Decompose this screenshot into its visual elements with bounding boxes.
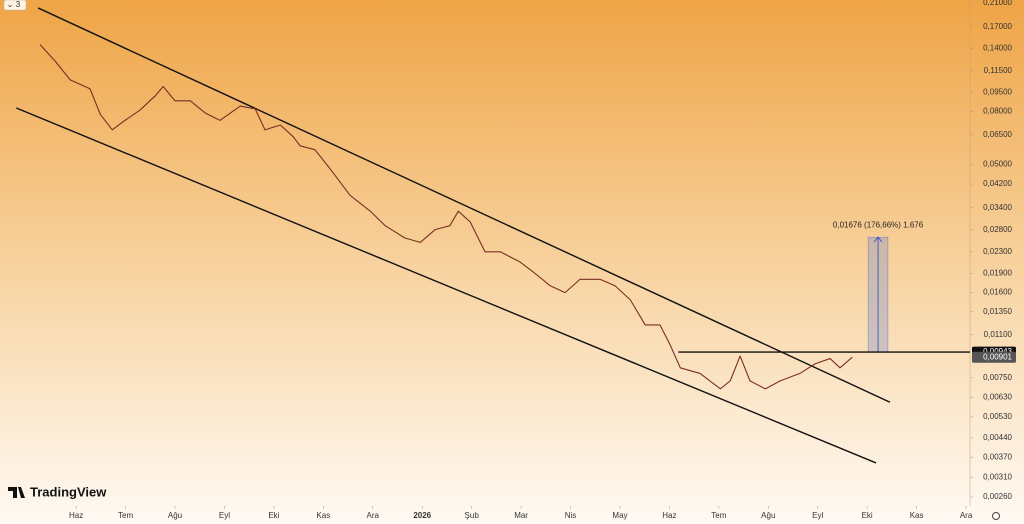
y-tick-label: 0,02800 [983,225,1012,234]
x-tick-label: Şub [465,511,480,520]
price-label: 0,00901 [983,352,1012,361]
interval-badge-text: 3 [16,0,21,9]
y-tick-label: 0,14000 [983,44,1012,53]
measure-arrow [873,236,883,353]
y-tick-label: 0,03400 [983,203,1012,212]
y-tick-label: 0,01600 [983,288,1012,297]
trend-line [37,7,891,403]
y-tick-label: 0,00750 [983,373,1012,382]
y-tick-label: 0,11500 [984,66,1013,75]
x-tick-label: Mar [514,511,528,520]
x-tick-label: Ağu [168,511,182,520]
x-tick-label: Ara [960,511,973,520]
x-tick-label: 2026 [413,511,431,520]
x-tick-label: Tem [711,511,726,520]
logo: TradingView [8,484,107,499]
logo-mark [8,487,25,498]
y-tick-label: 0,04200 [983,179,1012,188]
y-tick-label: 0,09500 [983,87,1012,96]
price-label-box [972,351,1016,363]
x-tick-label: Ara [367,511,380,520]
y-tick-label: 0,00530 [983,412,1012,421]
price-line [39,44,853,390]
interval-badge[interactable] [3,0,27,11]
y-tick-label: 0,00260 [983,492,1012,501]
x-tick-label: Tem [118,511,133,520]
x-tick-label: Nis [565,511,577,520]
logo-text: TradingView [30,484,107,499]
y-tick-label: 0,06500 [983,130,1012,139]
chevron: ⌄ [7,0,14,9]
y-tick-label: 0,21000 [983,0,1012,7]
x-tick-label: Haz [69,511,83,520]
x-tick-label: Eki [862,511,873,520]
y-tick-label: 0,00440 [983,433,1012,442]
y-tick-label: 0,01100 [984,330,1013,339]
price-label: 0,00943 [983,347,1012,356]
y-tick-label: 0,17000 [983,22,1012,31]
y-tick-label: 0,00310 [983,472,1012,481]
trend-line [16,107,877,464]
x-tick-label: Kas [910,511,924,520]
y-tick-label: 0,01350 [983,307,1012,316]
measure-label: 0,01676 (176,66%) 1.676 [833,220,924,229]
settings-icon[interactable] [992,512,1000,520]
x-tick-label: Kas [316,511,330,520]
y-tick-label: 0,01900 [983,268,1012,277]
x-tick-label: Eki [268,511,279,520]
y-tick-label: 0,00370 [983,452,1012,461]
y-tick-label: 0,02300 [983,247,1012,256]
y-tick-label: 0,08000 [983,107,1012,116]
x-tick-label: May [612,511,627,520]
y-tick-label: 0,00630 [983,393,1012,402]
x-tick-label: Ağu [761,511,775,520]
x-tick-label: Eyl [812,511,823,520]
y-tick-label: 0,05000 [983,160,1012,169]
x-tick-label: Haz [662,511,676,520]
x-tick-label: Eyl [219,511,230,520]
